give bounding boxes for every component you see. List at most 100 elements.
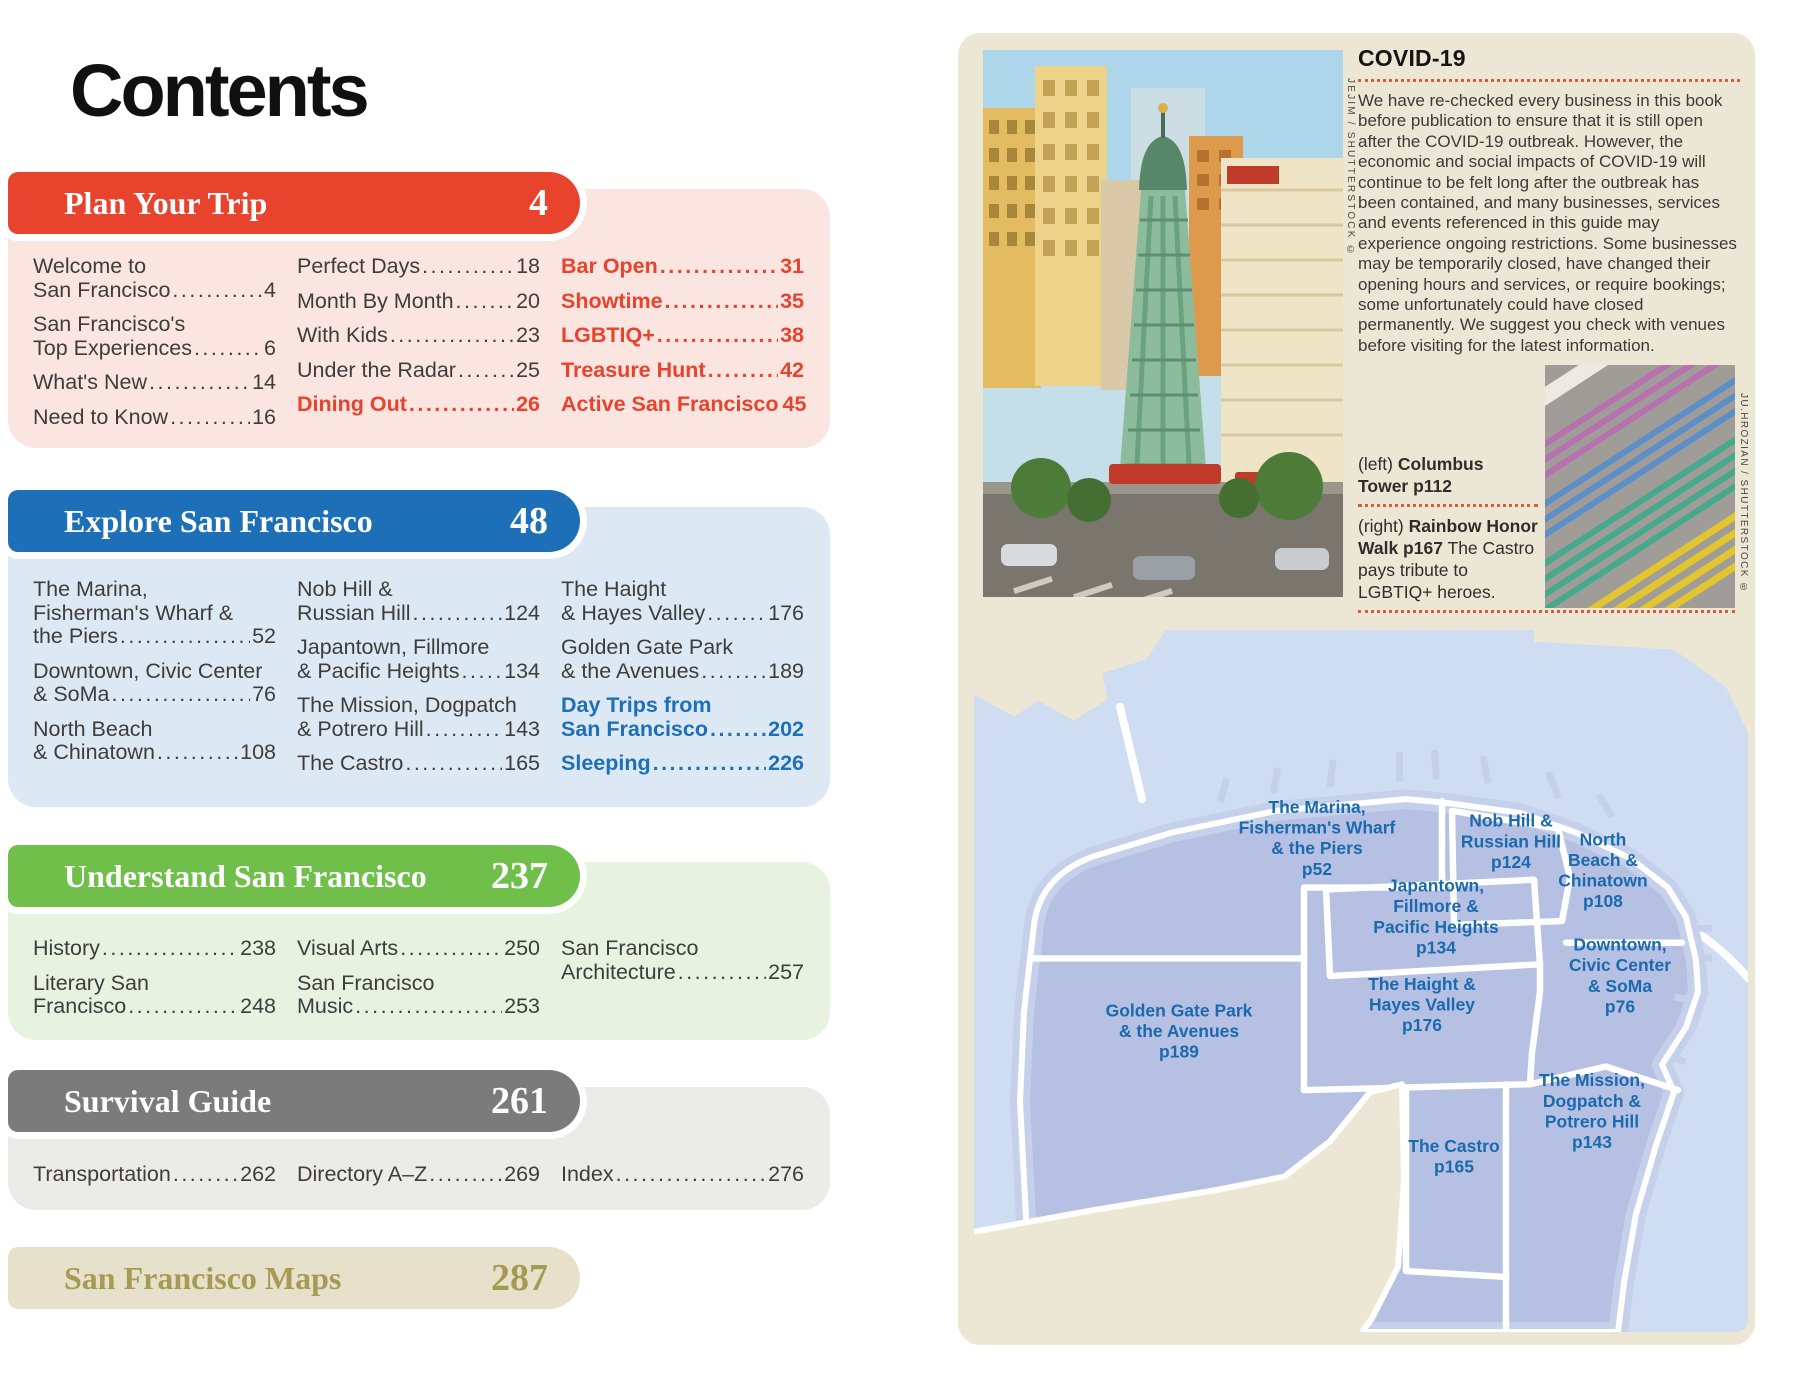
toc-entry-page: 276 (768, 1162, 804, 1186)
section-bar: Understand San Francisco 237 (8, 845, 580, 907)
info-panel: JEJIM / SHUTTERSTOCK © COVID-19 We have … (958, 33, 1755, 1345)
map-district-label: Japantown, Fillmore & Pacific Heights p134 (1373, 876, 1498, 958)
leader-dots: ........................................… (172, 278, 263, 302)
toc-entry-line: The Marina, (33, 577, 148, 601)
toc-entry-page: 23 (516, 323, 540, 347)
toc-entry-page: 18 (516, 254, 540, 278)
toc-entry-page: 262 (240, 1162, 276, 1186)
toc-column: The Marina, Fisherman's Wharf & the Piers.… (33, 577, 276, 787)
covid-title: COVID-19 (1358, 45, 1466, 71)
map-district-label: Golden Gate Park & the Avenues p189 (1106, 1001, 1253, 1062)
toc-entry: Nob Hill &Russian Hill..................… (297, 577, 540, 625)
leader-dots: ........................................… (111, 683, 250, 706)
rainbow-honor-walk-photo (1545, 365, 1735, 608)
toc-entry-label: With Kids (297, 323, 388, 347)
toc-column: History.................................… (33, 936, 276, 1030)
photo-captions: (left) Columbus Tower p112 (right) Rainb… (1358, 453, 1538, 603)
toc-entry: The Marina, Fisherman's Wharf & the Piers.… (33, 577, 276, 649)
map-district-label: Nob Hill & Russian Hill p124 (1461, 811, 1561, 872)
toc-entry-label: Bar Open (561, 254, 658, 278)
map-district-label: The Marina, Fisherman's Wharf & the Piers p… (1239, 797, 1396, 879)
toc-entry-line: Golden Gate Park (561, 635, 734, 659)
map-district-label: Downtown, Civic Center & SoMa p76 (1569, 935, 1671, 1017)
dotted-rule (1358, 610, 1735, 613)
toc-column: Visual Arts.............................… (297, 936, 540, 1030)
toc-entry-label: Treasure Hunt (561, 357, 706, 382)
leader-dots: ........................................… (652, 752, 767, 775)
toc-entry-page: 14 (252, 370, 276, 394)
section-title: Understand San Francisco (64, 857, 427, 894)
toc-entry-page: 45 (782, 392, 807, 416)
toc-entry-page: 42 (780, 357, 804, 382)
toc-entry-label: & Pacific Heights (297, 658, 460, 683)
section-page-number: 287 (491, 1257, 548, 1299)
toc-column: Index...................................… (561, 1162, 804, 1198)
toc-entry-line: Japantown, Fillmore (297, 635, 490, 659)
section-title: Survival Guide (64, 1082, 272, 1119)
toc-entry-label: Index (561, 1162, 614, 1186)
toc-entry-page: 52 (252, 624, 276, 648)
leader-dots: ........................................… (615, 1163, 767, 1186)
toc-entry: Sleeping................................… (561, 751, 804, 776)
toc-entry: Perfect Days............................… (297, 254, 540, 279)
toc-entry-label: & SoMa (33, 682, 110, 706)
toc-entry: Under the Radar.........................… (297, 357, 540, 383)
leader-dots: ........................................… (355, 995, 502, 1018)
leader-dots: ........................................… (405, 752, 502, 775)
map-district-label: The Haight & Hayes Valley p176 (1368, 974, 1476, 1035)
toc-entry-label: Russian Hill (297, 600, 411, 625)
toc-entry: Index...................................… (561, 1162, 804, 1187)
columbus-tower-photo (983, 50, 1343, 597)
toc-entry-page: 25 (516, 357, 540, 382)
covid-note: COVID-19 We have re-checked every busine… (1358, 45, 1740, 356)
toc-entry-label: Need to Know (33, 404, 169, 429)
map-district-label: The Mission, Dogpatch & Potrero Hill p143 (1539, 1070, 1645, 1152)
toc-entry: San FranciscoMusic......................… (297, 971, 540, 1019)
section-bar: Survival Guide 261 (8, 1070, 580, 1132)
toc-entry: LGBTIQ+.................................… (561, 323, 804, 348)
toc-entry-line: San Francisco's (33, 312, 186, 336)
toc-entry-label: Visual Arts (297, 936, 399, 960)
toc-entry: Need to Know............................… (33, 404, 276, 430)
leader-dots: ........................................… (170, 405, 250, 429)
toc-entry-line: Fisherman's Wharf & (33, 600, 234, 625)
toc-entry: With Kids...............................… (297, 323, 540, 348)
leader-dots: ........................................… (149, 371, 251, 394)
section-page-number: 261 (491, 1080, 548, 1122)
leader-dots: ........................................… (664, 289, 779, 313)
toc-column: Nob Hill &Russian Hill..................… (297, 577, 540, 787)
toc-entry-label: Under the Radar (297, 357, 456, 382)
toc-entry: Bar Open................................… (561, 254, 804, 279)
dotted-rule (1358, 504, 1538, 507)
section-page-number: 4 (529, 182, 548, 224)
toc-entry-page: 238 (240, 936, 276, 960)
leader-dots: ........................................… (128, 995, 239, 1018)
toc-entry-page: 124 (504, 600, 540, 625)
toc-entry-page: 31 (780, 254, 804, 278)
toc-entry: Dining Out..............................… (297, 392, 540, 417)
toc-entry-line: Downtown, Civic Center (33, 658, 263, 683)
leader-dots: ........................................… (659, 255, 779, 278)
toc-entry-label: Month By Month (297, 288, 454, 313)
toc-column: Perfect Days............................… (297, 254, 540, 440)
leader-dots: ........................................… (707, 601, 767, 625)
toc-entry-label: Perfect Days (297, 254, 421, 278)
page-title: Contents (70, 49, 370, 132)
section-bar: Explore San Francisco 48 (8, 490, 580, 552)
toc-entry-line: Literary San (33, 970, 149, 995)
toc-entry-line: Welcome to (33, 254, 147, 278)
toc-entry: The Haight& Hayes Valley................… (561, 577, 804, 625)
toc-entry-label: Active San Francisco (561, 392, 779, 416)
toc-entry-page: 16 (252, 404, 276, 429)
toc-entry: North Beach& Chinatown..................… (33, 717, 276, 765)
toc-entry-page: 35 (780, 288, 804, 313)
toc-entry-page: 165 (504, 751, 540, 775)
leader-dots: ........................................… (429, 1163, 502, 1186)
leader-dots: ........................................… (389, 324, 514, 347)
toc-entry-line: San Francisco (561, 936, 699, 960)
toc-entry-label: Transportation (33, 1162, 171, 1186)
